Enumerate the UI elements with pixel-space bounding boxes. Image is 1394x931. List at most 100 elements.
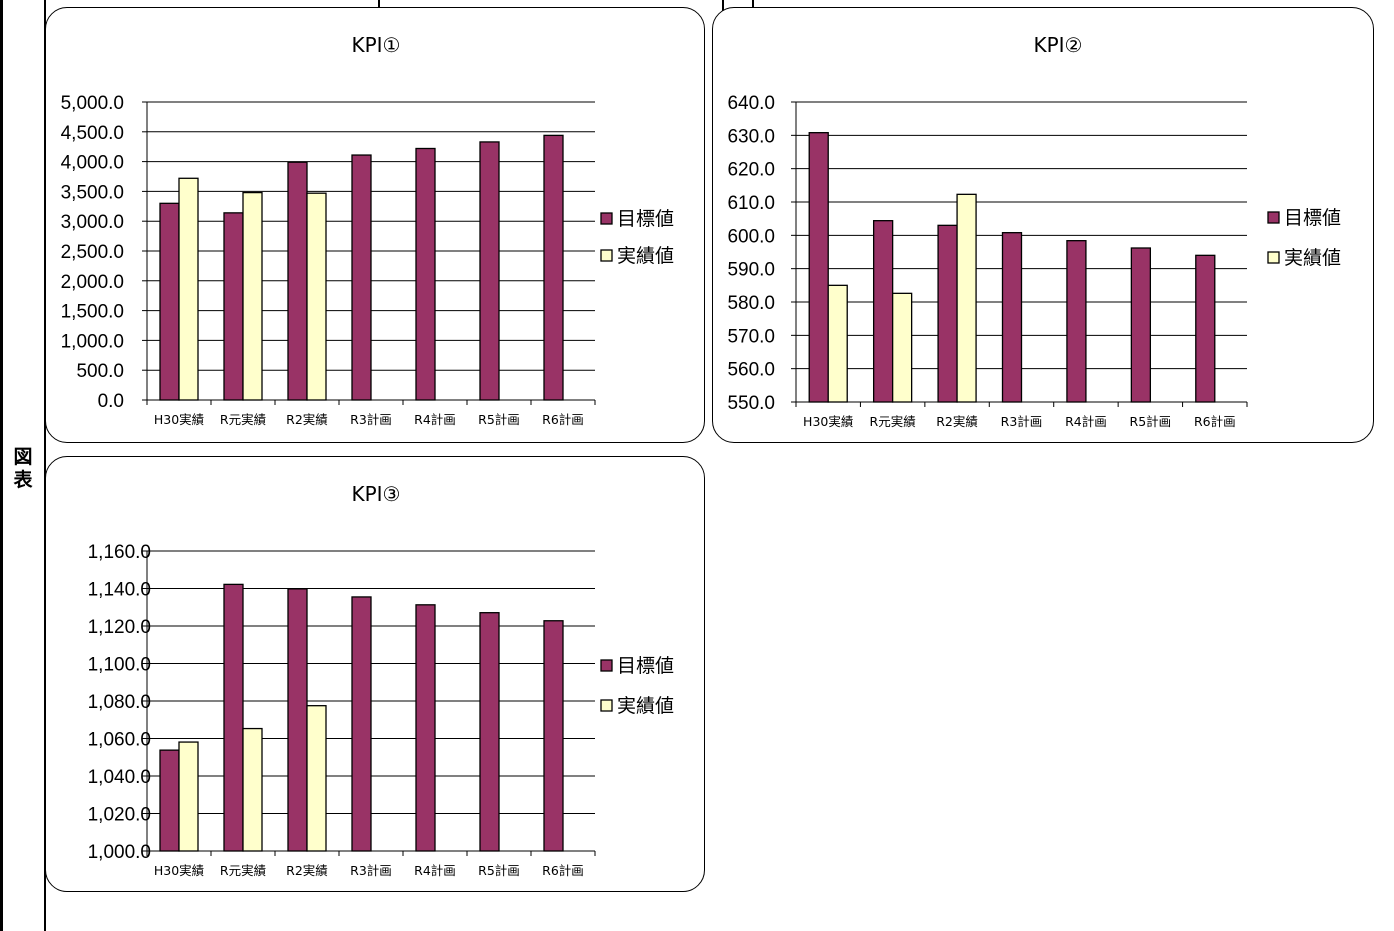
y-tick-label: 2,500.0 bbox=[61, 242, 124, 263]
actual-bar bbox=[242, 191, 263, 401]
side-label-char-2: 表 bbox=[13, 469, 33, 491]
y-tick-label: 620.0 bbox=[727, 160, 775, 181]
actual-bar bbox=[827, 284, 848, 403]
y-tick-label: 590.0 bbox=[727, 260, 775, 281]
target-bar bbox=[1130, 247, 1152, 403]
figure-side-label: 図 表 bbox=[8, 446, 38, 492]
x-tick-label: H30実績 bbox=[803, 414, 853, 429]
y-tick-label: 4,500.0 bbox=[61, 123, 124, 144]
actual-bar bbox=[178, 177, 199, 401]
frame-top-tick-3 bbox=[752, 0, 754, 12]
kpi1-chart: KPI① 0.0 500.0 1,000.0 1,500.0 2,000.0 2,500.0… bbox=[61, 33, 674, 427]
x-tick-label: R3計画 bbox=[350, 863, 392, 878]
target-bar bbox=[808, 132, 829, 403]
y-tick-label: 560.0 bbox=[727, 360, 775, 381]
y-tick-label: 630.0 bbox=[727, 126, 775, 147]
y-tick-label: 580.0 bbox=[727, 293, 775, 314]
target-bar bbox=[937, 224, 958, 403]
target-bar bbox=[415, 604, 436, 852]
target-bar bbox=[1001, 232, 1023, 403]
legend-label: 実績値 bbox=[617, 245, 674, 267]
kpi2-chart: KPI② 550.0 560.0 570.0 580.0 590.0 600.0 610.0 6… bbox=[727, 33, 1341, 429]
frame-left-border bbox=[0, 0, 3, 931]
x-tick-label: R6計画 bbox=[1194, 414, 1236, 429]
legend-swatch-target bbox=[600, 659, 613, 672]
y-tick-label: 570.0 bbox=[727, 326, 775, 347]
x-tick-label: R2実績 bbox=[286, 412, 328, 427]
y-tick-label: 1,140.0 bbox=[88, 580, 151, 601]
y-tick-label: 1,500.0 bbox=[61, 302, 124, 323]
target-bar bbox=[159, 749, 180, 852]
x-tick-label: R6計画 bbox=[542, 863, 584, 878]
target-bar bbox=[543, 620, 564, 852]
y-tick-label: 2,000.0 bbox=[61, 272, 124, 293]
actual-bar bbox=[242, 727, 263, 852]
target-bar bbox=[223, 212, 244, 401]
actual-bar bbox=[891, 292, 913, 403]
kpi3-chart: KPI③ 1,000.0 1,020.0 1,040.0 1,060.0 1,080.0 1… bbox=[88, 482, 674, 878]
y-tick-label: 3,500.0 bbox=[61, 182, 124, 203]
actual-bar bbox=[306, 705, 327, 852]
target-bar bbox=[415, 147, 436, 401]
x-tick-label: R5計画 bbox=[478, 863, 520, 878]
x-tick-label: R4計画 bbox=[1065, 414, 1107, 429]
legend-label: 目標値 bbox=[617, 208, 674, 230]
x-tick-label: H30実績 bbox=[154, 412, 204, 427]
target-bar bbox=[1195, 254, 1216, 403]
x-tick-label: R元実績 bbox=[220, 412, 266, 427]
frame-divider bbox=[44, 0, 46, 931]
y-tick-label: 1,060.0 bbox=[88, 730, 151, 751]
legend-label: 目標値 bbox=[617, 655, 674, 677]
target-bar bbox=[479, 612, 500, 852]
y-tick-label: 1,080.0 bbox=[88, 692, 151, 713]
actual-bar bbox=[178, 741, 199, 852]
x-tick-label: R4計画 bbox=[414, 863, 456, 878]
target-bar bbox=[872, 220, 894, 403]
x-tick-label: R元実績 bbox=[220, 863, 266, 878]
legend-swatch-target bbox=[600, 212, 613, 225]
x-tick-label: R元実績 bbox=[870, 414, 916, 429]
target-bar bbox=[223, 583, 244, 852]
legend-swatch-actual bbox=[1267, 251, 1280, 264]
y-tick-label: 1,160.0 bbox=[88, 542, 151, 563]
x-tick-label: R4計画 bbox=[414, 412, 456, 427]
y-tick-label: 4,000.0 bbox=[61, 153, 124, 174]
frame-top-tick-1 bbox=[378, 0, 380, 12]
legend-label: 実績値 bbox=[1284, 247, 1341, 269]
x-tick-label: R2実績 bbox=[286, 863, 328, 878]
target-bar bbox=[351, 154, 372, 401]
kpi2-chart-panel: KPI② 550.0 560.0 570.0 580.0 590.0 600.0 610.0 6… bbox=[712, 7, 1374, 443]
side-label-char-1: 図 bbox=[13, 446, 33, 468]
legend-swatch-actual bbox=[600, 699, 613, 712]
y-tick-label: 1,020.0 bbox=[88, 805, 151, 826]
y-tick-label: 610.0 bbox=[727, 193, 775, 214]
x-tick-label: R6計画 bbox=[542, 412, 584, 427]
chart-title: KPI② bbox=[1033, 33, 1082, 57]
target-bar bbox=[287, 588, 308, 852]
actual-bar bbox=[306, 192, 327, 401]
target-bar bbox=[351, 596, 372, 852]
y-tick-label: 1,040.0 bbox=[88, 767, 151, 788]
target-bar bbox=[1066, 240, 1087, 403]
legend-swatch-target bbox=[1267, 211, 1280, 224]
y-tick-label: 1,100.0 bbox=[88, 655, 151, 676]
y-tick-label: 1,000.0 bbox=[61, 331, 124, 352]
kpi3-chart-panel: KPI③ 1,000.0 1,020.0 1,040.0 1,060.0 1,080.0 1… bbox=[45, 456, 705, 892]
target-bar bbox=[287, 161, 308, 401]
kpi1-chart-panel: KPI① 0.0 500.0 1,000.0 1,500.0 2,000.0 2,500.0… bbox=[45, 7, 705, 443]
target-bar bbox=[159, 202, 180, 401]
y-tick-label: 5,000.0 bbox=[61, 93, 124, 114]
legend-swatch-actual bbox=[600, 249, 613, 262]
target-bar bbox=[479, 141, 500, 401]
x-tick-label: R3計画 bbox=[1001, 414, 1043, 429]
chart-title: KPI③ bbox=[351, 482, 400, 506]
y-tick-label: 640.0 bbox=[727, 93, 775, 114]
y-tick-label: 1,000.0 bbox=[88, 842, 151, 863]
y-tick-label: 0.0 bbox=[98, 391, 124, 412]
y-tick-label: 3,000.0 bbox=[61, 212, 124, 233]
legend-label: 実績値 bbox=[617, 695, 674, 717]
frame-top-tick-2 bbox=[722, 0, 724, 12]
chart-title: KPI① bbox=[351, 33, 400, 57]
legend-label: 目標値 bbox=[1284, 207, 1341, 229]
x-tick-label: R2実績 bbox=[936, 414, 978, 429]
